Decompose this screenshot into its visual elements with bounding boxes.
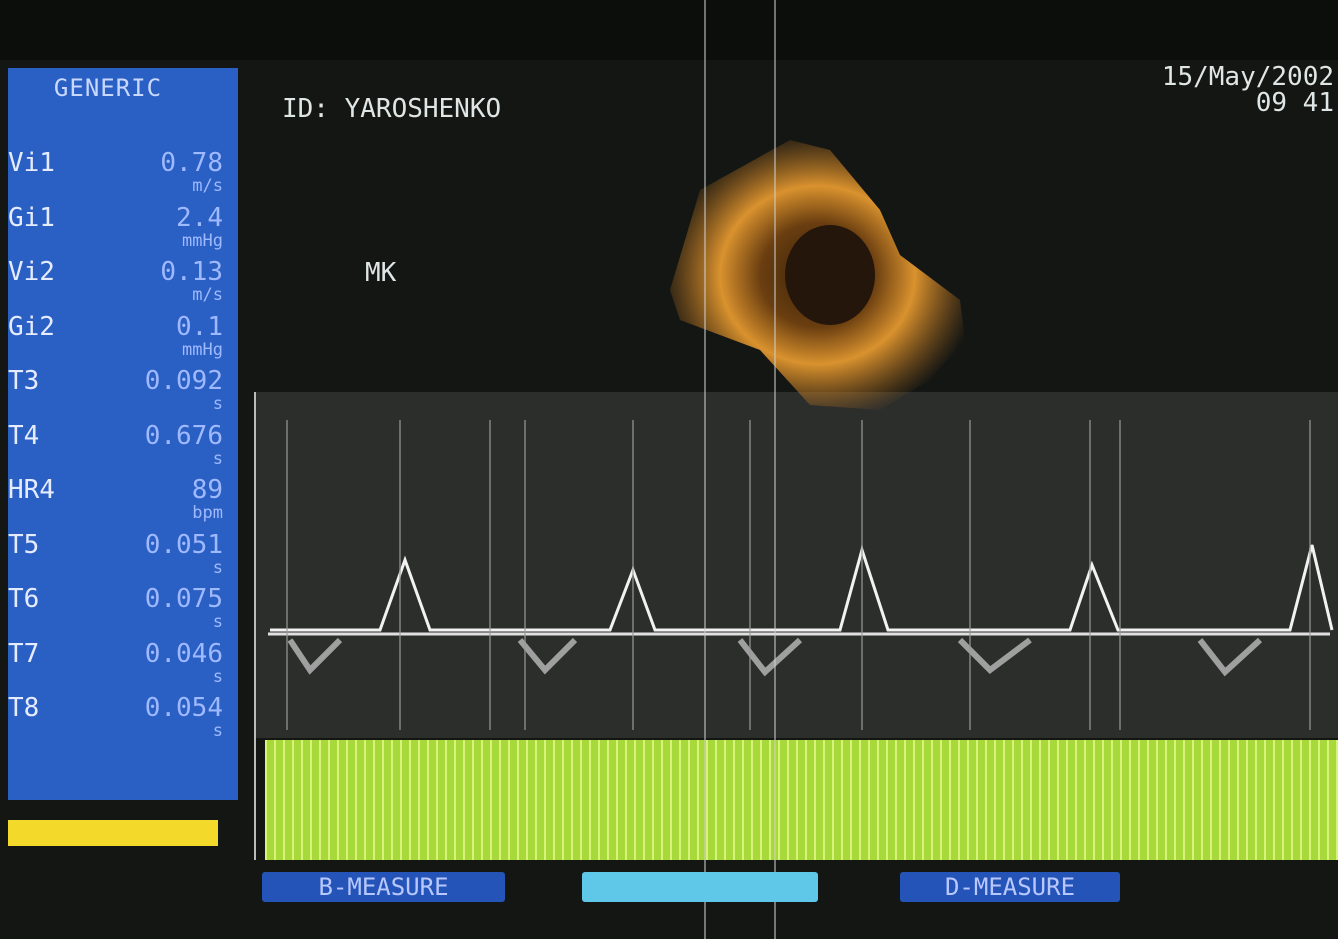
echo-chamber: [785, 225, 875, 325]
measurement-value: 0.13: [160, 257, 223, 287]
measurement-label: Vi2: [8, 257, 55, 287]
measurement-panel: GENERIC Vi1 0.78 m/s Gi1 2.4 mmHg Vi2 0.13 m/s Gi…: [8, 68, 238, 800]
measurement-row: T4 0.676 s: [8, 421, 223, 475]
measurement-label: T8: [8, 693, 40, 723]
time: 09 41: [1255, 88, 1334, 118]
measurement-label: T7: [8, 638, 40, 669]
measurement-row: T6 0.075 s: [8, 584, 223, 638]
measurement-row: T7 0.046 s: [8, 639, 223, 693]
d-measure-button[interactable]: D-MEASURE: [900, 872, 1120, 902]
measurement-unit: s: [212, 721, 223, 741]
measurement-row: HR4 89 bpm: [8, 475, 223, 529]
measurement-value: 2.4: [176, 202, 223, 233]
measurement-value: 0.046: [144, 638, 223, 669]
measurement-label: Vi1: [8, 148, 55, 178]
measurement-label: HR4: [8, 475, 55, 505]
measurement-row: Gi2 0.1 mmHg: [8, 312, 223, 366]
measurement-value: 0.1: [176, 311, 223, 342]
view-label: MK: [365, 258, 397, 288]
top-bezel: [0, 0, 1338, 60]
doppler-lower-flow: [287, 637, 1263, 677]
measurement-unit: mmHg: [182, 339, 223, 360]
panel-title: GENERIC: [53, 74, 163, 102]
measurement-value: 0.075: [144, 584, 223, 614]
measurement-label: T3: [8, 366, 40, 396]
measurement-value: 89: [191, 475, 223, 505]
doppler-spikes: [286, 420, 1311, 730]
measurement-label: T5: [8, 529, 40, 560]
measurement-row: Vi1 0.78 m/s: [8, 148, 223, 202]
doppler-area: [255, 392, 1338, 738]
measurement-value: 0.092: [144, 366, 223, 396]
measurement-unit: m/s: [192, 176, 223, 196]
measurement-unit: bpm: [192, 503, 223, 523]
patient-id: ID: YAROSHENKO: [282, 94, 502, 124]
measurement-unit: s: [212, 612, 223, 632]
measurement-label: T6: [8, 584, 40, 614]
status-bar: [8, 820, 218, 846]
measurement-value: 0.051: [144, 529, 223, 560]
middle-button[interactable]: [582, 872, 818, 902]
measurement-value: 0.676: [144, 420, 223, 451]
measurement-label: Gi1: [8, 202, 55, 233]
doppler-waveform: [270, 544, 1334, 632]
measurement-unit: s: [212, 394, 223, 414]
measurement-unit: mmHg: [182, 230, 223, 251]
measurement-label: Gi2: [8, 311, 55, 342]
measurement-row: T5 0.051 s: [8, 530, 223, 584]
date: 15/May/2002: [1161, 62, 1334, 92]
measurement-unit: s: [212, 666, 223, 687]
measurement-unit: s: [212, 448, 223, 469]
measurement-row: Gi1 2.4 mmHg: [8, 203, 223, 257]
measurement-label: T4: [8, 420, 40, 451]
measurement-unit: s: [212, 557, 223, 578]
measurement-row: T3 0.092 s: [8, 366, 223, 420]
measurement-unit: m/s: [192, 285, 223, 305]
measurement-row: Vi2 0.13 m/s: [8, 257, 223, 311]
ecg-band: [265, 740, 1338, 860]
measurement-value: 0.054: [144, 693, 223, 723]
measurement-row: T8 0.054 s: [8, 693, 223, 747]
b-measure-button[interactable]: B-MEASURE: [262, 872, 505, 902]
measurement-value: 0.78: [160, 148, 223, 178]
